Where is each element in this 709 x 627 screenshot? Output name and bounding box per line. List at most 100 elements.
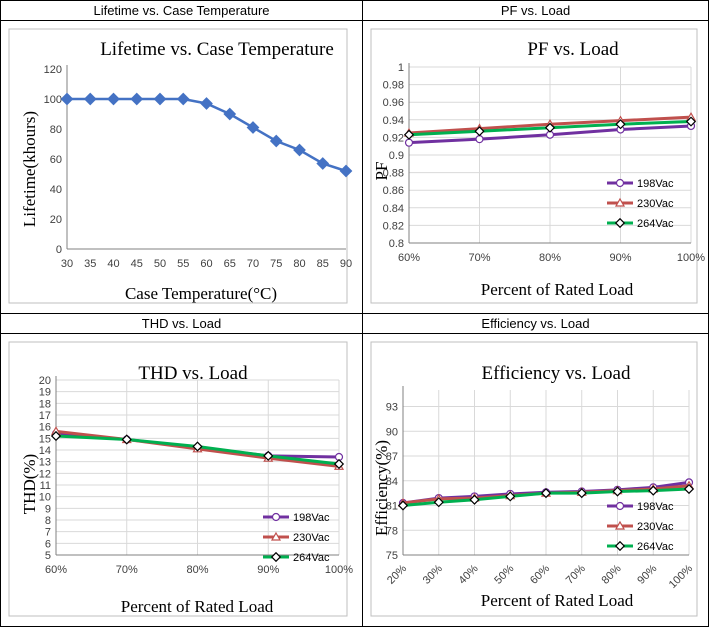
x-tick-label: 45: [131, 258, 143, 270]
data-point: [339, 164, 353, 178]
chart-title: THD vs. Load: [138, 363, 248, 384]
y-tick-label: 0.82: [383, 220, 404, 232]
lifetime-panel: Lifetime vs. Case Temperature Lifetime v…: [0, 0, 363, 314]
legend-marker: [270, 531, 282, 541]
data-point: [683, 483, 695, 495]
x-tick-label: 80%: [539, 252, 561, 264]
y-tick-label: 93: [386, 402, 398, 414]
y-tick-label: 11: [40, 480, 51, 492]
y-tick-label: 78: [386, 525, 398, 537]
x-tick-label: 60%: [398, 252, 420, 264]
chart-frame: [8, 341, 348, 617]
x-tick-label: 70%: [116, 564, 138, 576]
x-tick-label: 40: [107, 258, 119, 270]
y-tick-label: 80: [50, 124, 62, 136]
data-point: [263, 450, 274, 461]
y-tick-label: 100: [44, 94, 62, 106]
x-tick-label: 30: [61, 258, 73, 270]
y-tick-label: 14: [39, 445, 51, 457]
data-point: [293, 143, 306, 157]
data-point: [433, 497, 444, 508]
data-point: [269, 134, 283, 148]
data-point: [576, 488, 587, 499]
legend-label: 198Vac: [293, 512, 330, 524]
x-tick-label: 55: [177, 258, 189, 270]
y-tick-label: 20: [39, 375, 51, 387]
data-point: [50, 430, 62, 442]
y-tick-label: 40: [50, 184, 62, 196]
chart-frame: [370, 28, 698, 304]
y-tick-label: 0.8: [389, 238, 404, 250]
y-tick-label: 19: [39, 387, 51, 399]
y-tick-label: 0.94: [383, 115, 404, 127]
data-point: [475, 135, 484, 144]
y-axis-label: THD(%): [20, 454, 39, 514]
data-point: [403, 129, 415, 140]
x-tick-label: 100%: [677, 252, 705, 264]
data-point: [130, 92, 144, 106]
thd-panel: THD vs. Load THD vs. Load 5 6 7 8 9 10 11 12 13 14…: [0, 313, 363, 627]
data-point: [246, 121, 260, 134]
legend-marker: [614, 217, 626, 229]
thd-panel-caption: THD vs. Load: [1, 314, 362, 334]
legend-marker: [614, 540, 626, 552]
y-tick-label: 0.96: [383, 97, 404, 109]
data-point: [540, 488, 552, 499]
data-point: [612, 486, 623, 497]
x-tick-label: 90: [340, 258, 352, 270]
chart-frame: [370, 341, 698, 617]
legend-marker: [271, 512, 281, 522]
chart-title: PF vs. Load: [527, 39, 619, 60]
chart-frame: [8, 28, 348, 304]
x-tick-label: 50: [154, 258, 166, 270]
efficiency-panel: Efficiency vs. Load Efficiency vs. Load 7…: [362, 313, 709, 627]
y-tick-label: 0.84: [383, 203, 404, 215]
data-point: [333, 458, 345, 470]
x-axis-label: Percent of Rated Load: [481, 591, 634, 610]
y-tick-label: 8: [45, 515, 51, 527]
x-axis-label: Percent of Rated Load: [481, 280, 634, 299]
y-tick-label: 84: [386, 476, 398, 488]
x-tick-label: 75: [270, 258, 282, 270]
y-tick-label: 7: [45, 527, 51, 539]
x-tick-label: 60: [200, 258, 212, 270]
y-tick-label: 10: [39, 492, 51, 504]
x-tick-label: 70: [247, 258, 259, 270]
legend-marker: [614, 197, 626, 207]
legend-label: 264Vac: [637, 541, 674, 553]
data-point: [505, 491, 516, 502]
y-tick-label: 1: [398, 62, 404, 74]
legend-marker: [615, 178, 625, 188]
data-point: [200, 97, 213, 110]
data-point: [474, 126, 485, 137]
data-point: [176, 92, 190, 106]
x-tick-label: 85: [317, 258, 329, 270]
chart-title: Efficiency vs. Load: [482, 363, 631, 384]
lifetime-chart: Lifetime vs. Case Temperature 0 20 40 60 80 10…: [8, 28, 353, 304]
data-point: [469, 494, 480, 505]
data-point: [223, 107, 237, 121]
legend-label: 264Vac: [637, 218, 674, 230]
x-tick-label: 70%: [468, 252, 490, 264]
y-tick-label: 0.9: [389, 150, 404, 162]
y-tick-label: 75: [386, 550, 398, 562]
data-point: [153, 92, 167, 106]
y-axis-label: Lifetime(khours): [20, 111, 39, 227]
legend-marker: [270, 551, 282, 563]
y-tick-label: 9: [45, 503, 51, 515]
legend-marker: [614, 520, 626, 530]
x-tick-label: 60%: [45, 564, 67, 576]
x-tick-label: 65: [224, 258, 236, 270]
y-tick-label: 18: [39, 398, 51, 410]
data-point: [404, 138, 414, 147]
data-point: [192, 441, 203, 452]
y-tick-label: 0: [56, 244, 62, 256]
y-tick-label: 6: [45, 538, 51, 550]
legend-label: 230Vac: [293, 532, 330, 544]
data-point: [316, 157, 330, 170]
legend-marker: [615, 501, 625, 511]
data-point: [544, 122, 556, 133]
y-tick-label: 0.98: [383, 80, 404, 92]
